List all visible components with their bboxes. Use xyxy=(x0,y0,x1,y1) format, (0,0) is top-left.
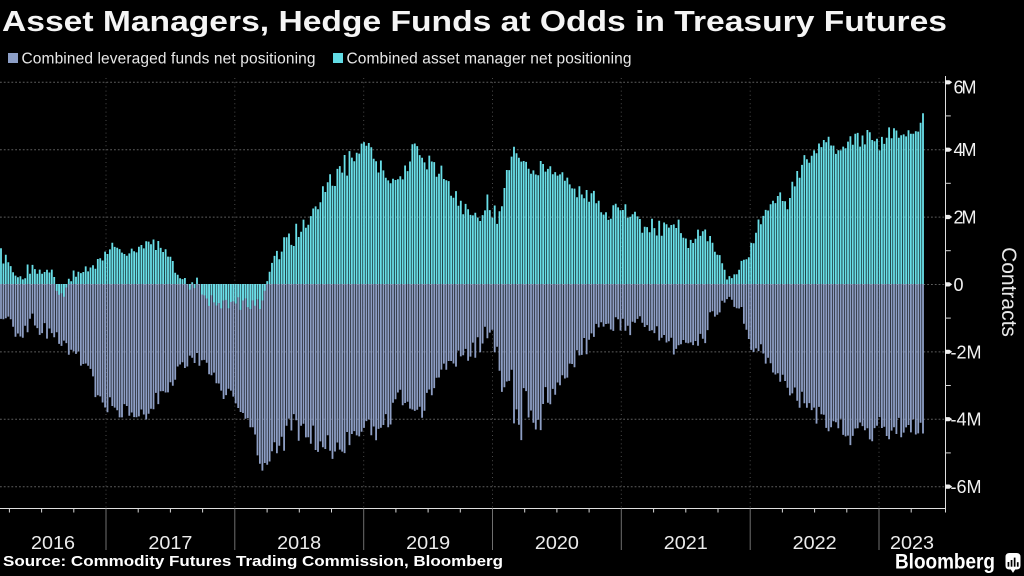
svg-text:6M: 6M xyxy=(954,77,977,97)
svg-text:2022: 2022 xyxy=(793,532,837,553)
svg-text:2M: 2M xyxy=(954,208,977,228)
svg-text:Bloomberg: Bloomberg xyxy=(895,551,995,574)
svg-text:2020: 2020 xyxy=(535,532,579,553)
svg-text:Source: Commodity Futures Trad: Source: Commodity Futures Trading Commis… xyxy=(3,553,503,570)
svg-text:0: 0 xyxy=(954,275,964,295)
svg-text:2023: 2023 xyxy=(890,532,934,553)
svg-text:-2M: -2M xyxy=(951,342,982,362)
svg-text:2019: 2019 xyxy=(406,532,450,553)
svg-text:4M: 4M xyxy=(954,140,977,160)
svg-text:2018: 2018 xyxy=(277,532,321,553)
svg-text:-4M: -4M xyxy=(951,410,982,430)
svg-text:2021: 2021 xyxy=(664,532,708,553)
svg-text:-6M: -6M xyxy=(951,477,982,497)
svg-text:2016: 2016 xyxy=(31,532,75,553)
svg-text:Contracts: Contracts xyxy=(997,247,1020,337)
svg-text:Combined leveraged funds net p: Combined leveraged funds net positioning xyxy=(22,51,316,68)
svg-text:Asset Managers, Hedge Funds at: Asset Managers, Hedge Funds at Odds in T… xyxy=(2,6,947,38)
svg-text:Combined asset manager net pos: Combined asset manager net positioning xyxy=(347,51,632,68)
svg-text:2017: 2017 xyxy=(148,532,192,553)
